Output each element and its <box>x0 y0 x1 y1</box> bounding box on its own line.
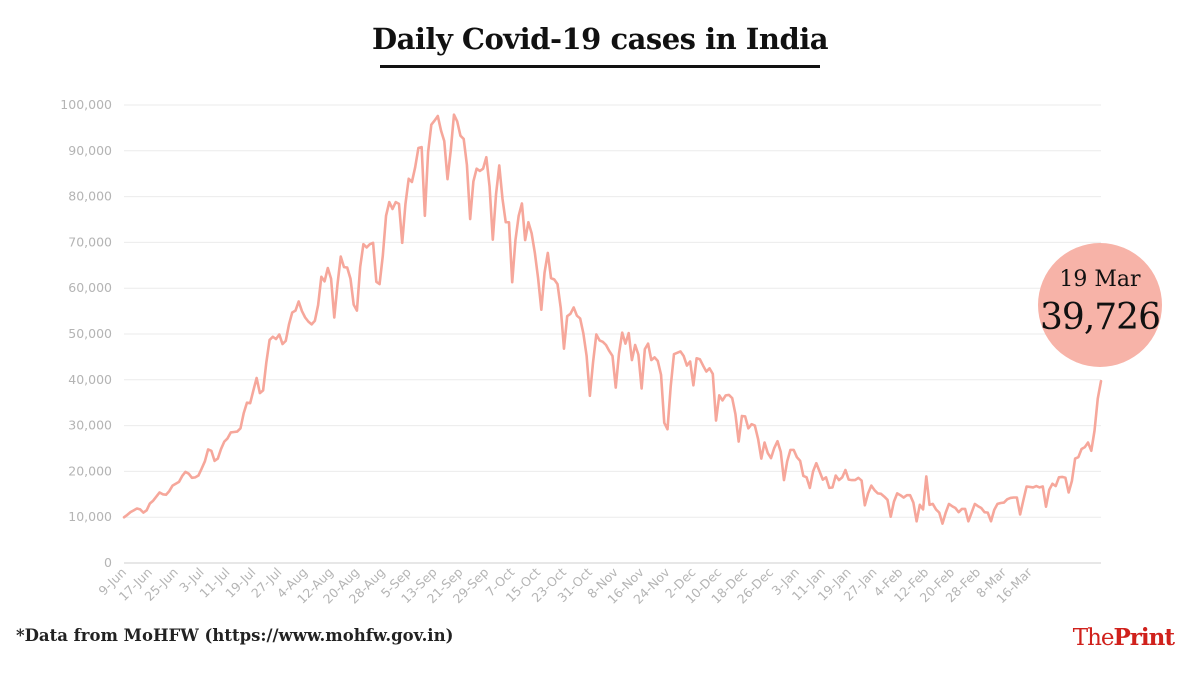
y-tick-label: 40,000 <box>68 372 112 387</box>
title-underline <box>380 65 820 68</box>
brand-logo: ThePrint <box>1072 624 1175 651</box>
latest-value-callout: 19 Mar 39,726 <box>1038 243 1162 367</box>
y-tick-label: 80,000 <box>68 189 112 204</box>
y-tick-label: 30,000 <box>68 418 112 433</box>
brand-logo-part2: Print <box>1113 624 1175 651</box>
series-layer <box>122 113 1103 525</box>
brand-logo-part1: The <box>1072 625 1115 651</box>
y-tick-label: 50,000 <box>68 326 112 341</box>
series-line-daily-cases <box>122 113 1103 525</box>
callout-date: 19 Mar <box>1059 267 1141 292</box>
source-footnote: *Data from MoHFW (https://www.mohfw.gov.… <box>16 626 454 645</box>
y-axis-tick-labels: 0 10,000 20,000 30,000 40,000 50,000 60,000 70,… <box>60 97 112 570</box>
y-tick-label: 60,000 <box>68 280 112 295</box>
callout-value: 39,726 <box>1040 297 1161 338</box>
y-tick-label: 100,000 <box>60 97 112 112</box>
chart-title: Daily Covid-19 cases in India <box>371 22 829 56</box>
x-axis-tick-labels: 9-Jun17-Jun25-Jun3-Jul11-Jul19-Jul27-Jul… <box>95 564 1035 607</box>
y-tick-label: 20,000 <box>68 463 112 478</box>
y-tick-label: 0 <box>104 555 112 570</box>
gridlines <box>124 104 1101 564</box>
y-tick-label: 70,000 <box>68 234 112 249</box>
y-tick-label: 90,000 <box>68 143 112 158</box>
y-tick-label: 10,000 <box>68 509 112 524</box>
